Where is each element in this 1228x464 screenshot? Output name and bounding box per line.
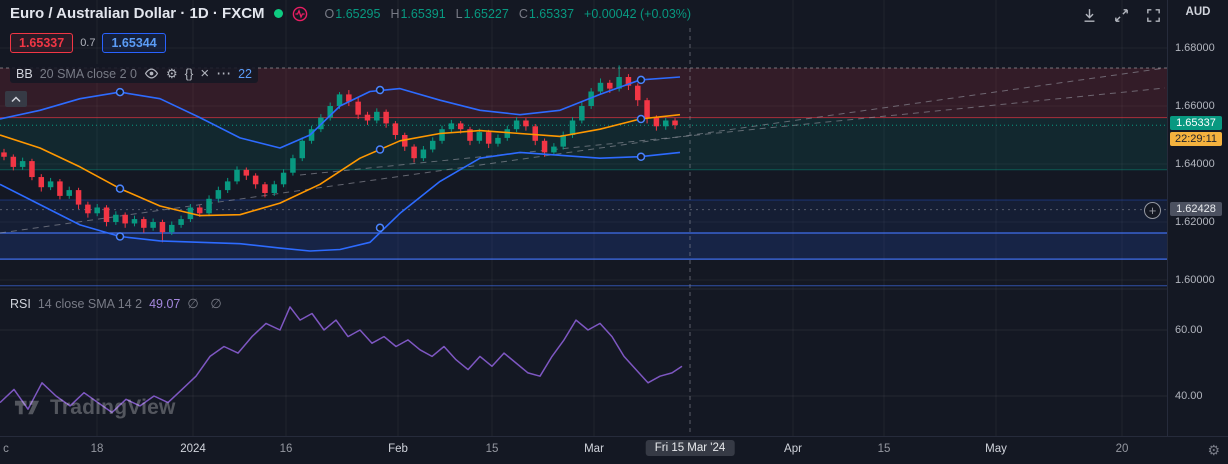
low-value: 1.65227 xyxy=(463,6,509,21)
rsi-value: 49.07 xyxy=(149,297,181,311)
time-axis[interactable]: Fri 15 Mar '24 ⚙ c 18 2024 16 Feb 15 Mar Apr 15 M… xyxy=(0,436,1228,464)
time-axis-label: Feb xyxy=(388,443,408,455)
ohlc-readout: O1.65295 H1.65391 L1.65227 C1.65337 +0.0… xyxy=(324,6,692,21)
time-axis-label: 15 xyxy=(877,443,891,455)
price-axis-label: 1.68000 xyxy=(1175,42,1215,54)
price-axis-label: 1.66000 xyxy=(1175,100,1215,112)
sell-price-button[interactable]: 1.65337 xyxy=(10,33,74,53)
change-value: +0.00042 (+0.03%) xyxy=(584,6,692,21)
crosshair-price-badge: 1.62428 xyxy=(1170,201,1222,216)
fullscreen-icon xyxy=(1146,8,1160,22)
symbol-legend[interactable]: Euro / Australian Dollar · 1D · FXCM O1.… xyxy=(10,5,691,22)
price-axis-label: 1.60000 xyxy=(1175,274,1215,286)
interval-label: 1D xyxy=(189,5,209,22)
high-value: 1.65391 xyxy=(400,6,446,21)
open-value: 1.65295 xyxy=(335,6,381,21)
rsi-hidden-values: ∅ ∅ xyxy=(187,296,226,311)
maximize-pane-button[interactable] xyxy=(1108,4,1134,26)
rsi-axis-label: 40.00 xyxy=(1175,390,1203,402)
more-options-icon[interactable]: ⋯ xyxy=(216,65,232,82)
selection-handles xyxy=(115,75,646,241)
close-value: 1.65337 xyxy=(528,6,575,21)
axis-currency-label[interactable]: AUD xyxy=(1185,6,1211,18)
buy-sell-widget: 1.65337 0.7 1.65344 xyxy=(10,33,166,53)
chart-toolbar-right xyxy=(1076,4,1166,26)
bb-indicator-params: 20 SMA close 2 0 xyxy=(39,66,137,81)
rsi-indicator-params: 14 close SMA 14 2 xyxy=(37,297,143,311)
trendlines xyxy=(0,67,1166,234)
time-axis-label: 20 xyxy=(1115,443,1129,455)
bar-countdown-badge: 22:29:11 xyxy=(1170,132,1222,147)
collapse-legend-button[interactable] xyxy=(5,91,27,107)
time-axis-label: Mar xyxy=(584,443,604,455)
scroll-to-recent-button[interactable] xyxy=(1076,4,1102,26)
bb-basis xyxy=(0,113,681,217)
time-axis-label: 18 xyxy=(90,443,104,455)
source-code-icon[interactable]: {} xyxy=(184,66,194,81)
eye-icon[interactable] xyxy=(144,66,159,81)
chevron-up-icon xyxy=(11,95,21,102)
price-chart[interactable] xyxy=(0,0,1168,437)
arrow-down-icon xyxy=(1084,8,1094,22)
market-status-dot-icon xyxy=(273,9,283,18)
rsi-indicator-legend[interactable]: RSI 14 close SMA 14 2 49.07 ∅ ∅ xyxy=(10,296,226,312)
spread-value: 0.7 xyxy=(80,37,96,49)
exchange-label: FXCM xyxy=(222,5,265,22)
time-axis-label: 16 xyxy=(279,443,293,455)
axis-settings-icon[interactable]: ⚙ xyxy=(1207,442,1220,458)
buy-price-button[interactable]: 1.65344 xyxy=(102,33,166,53)
time-axis-label: 2024 xyxy=(180,443,206,455)
add-alert-plus-icon[interactable]: + xyxy=(1144,201,1161,219)
current-price-badge: 1.65337 xyxy=(1170,116,1222,131)
symbol-title[interactable]: Euro / Australian Dollar · 1D · FXCM xyxy=(10,5,265,22)
rsi-indicator-title[interactable]: RSI xyxy=(10,297,31,311)
grid-lines xyxy=(0,0,1168,437)
gear-icon[interactable]: ⚙ xyxy=(165,66,178,81)
watermark-text: TradingView xyxy=(50,395,176,419)
tradingview-watermark: TradingView xyxy=(14,394,176,421)
rsi-line xyxy=(0,306,683,414)
time-axis-label: May xyxy=(985,443,1007,455)
pulse-icon[interactable] xyxy=(292,6,308,22)
time-axis-label: c xyxy=(3,443,9,455)
rsi-axis-label: 60.00 xyxy=(1175,324,1203,336)
price-zones xyxy=(0,68,1168,260)
fullscreen-button[interactable] xyxy=(1140,4,1166,26)
crosshair-date-badge: Fri 15 Mar '24 xyxy=(645,440,735,456)
time-axis-label: 15 xyxy=(485,443,499,455)
tradingview-logo-icon xyxy=(14,400,40,415)
close-icon[interactable]: × xyxy=(200,65,210,82)
time-axis-label: Apr xyxy=(784,443,802,455)
bb-value: 22 xyxy=(238,66,252,81)
expand-icon xyxy=(1114,8,1128,22)
bb-indicator-title[interactable]: BB xyxy=(16,66,33,81)
price-axis[interactable]: AUD 1.65337 22:29:11 1.62428 1.68000 1.66… xyxy=(1167,0,1228,437)
price-axis-label: 1.64000 xyxy=(1175,158,1215,170)
price-axis-label: 1.62000 xyxy=(1175,216,1215,228)
bb-indicator-legend[interactable]: BB 20 SMA close 2 0 ⚙ {} × ⋯ 22 xyxy=(10,64,258,83)
